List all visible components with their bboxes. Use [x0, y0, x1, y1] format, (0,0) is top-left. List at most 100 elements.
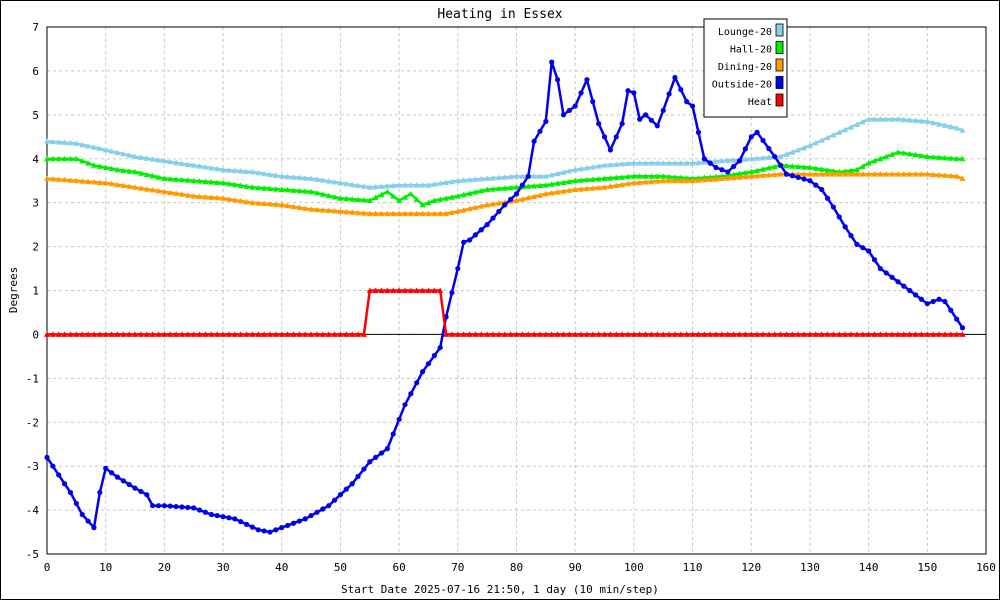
- series-point: [900, 116, 907, 123]
- series-point: [636, 179, 643, 185]
- series-point: [900, 331, 907, 337]
- series-point: [267, 331, 273, 337]
- series-point: [478, 203, 485, 209]
- series-point: [754, 129, 760, 135]
- series-point: [959, 325, 966, 331]
- series-point: [267, 201, 273, 207]
- series-point: [120, 331, 127, 337]
- series-point: [707, 331, 714, 337]
- series-point: [431, 210, 438, 217]
- series-point: [801, 164, 808, 170]
- chart-title: Heating in Essex: [437, 7, 562, 22]
- series-point: [772, 153, 778, 160]
- series-point: [343, 180, 350, 187]
- series-point: [953, 331, 960, 337]
- series-point: [173, 190, 180, 196]
- series-point: [812, 139, 819, 146]
- series-point: [232, 516, 238, 522]
- series-point: [771, 331, 778, 337]
- series-point: [97, 489, 103, 496]
- series-point: [895, 331, 901, 337]
- series-point: [384, 210, 391, 217]
- series-point: [466, 237, 473, 243]
- series-point: [367, 459, 373, 465]
- series-point: [595, 163, 602, 169]
- series-point: [167, 503, 173, 509]
- series-point: [718, 157, 725, 164]
- series-point: [537, 331, 543, 337]
- series-point: [278, 173, 285, 179]
- series-point: [61, 176, 68, 183]
- series-point: [701, 176, 708, 183]
- series-point: [836, 214, 842, 220]
- series-point: [771, 171, 778, 178]
- series-point: [255, 527, 261, 533]
- series-point: [126, 152, 133, 158]
- series-point: [513, 197, 520, 203]
- series-point: [91, 525, 97, 531]
- series-point: [877, 171, 884, 177]
- series-point: [525, 331, 532, 337]
- series-point: [267, 185, 273, 192]
- series-point: [683, 177, 690, 184]
- series-point: [220, 179, 227, 186]
- series-point: [237, 197, 244, 204]
- series-point: [132, 331, 138, 337]
- series-point: [425, 182, 432, 188]
- series-point: [308, 188, 315, 195]
- series-point: [460, 331, 467, 337]
- series-point: [161, 157, 168, 164]
- series-point: [689, 331, 696, 337]
- series-point: [531, 138, 537, 144]
- series-point: [818, 331, 825, 337]
- series-point: [912, 331, 919, 337]
- series-point: [619, 161, 626, 167]
- series-point: [296, 187, 303, 194]
- series-point: [184, 161, 191, 167]
- series-point: [672, 74, 678, 81]
- series-point: [396, 210, 403, 217]
- series-point: [560, 188, 567, 194]
- y-tick-label: -2: [26, 416, 39, 429]
- series-point: [918, 296, 925, 302]
- series-point: [806, 142, 813, 149]
- y-tick-label: 2: [32, 241, 39, 254]
- series-point: [783, 171, 790, 177]
- series-point: [795, 171, 802, 177]
- series-point: [196, 193, 203, 199]
- series-point: [525, 183, 532, 189]
- series-point: [619, 331, 626, 337]
- series-point: [654, 331, 661, 337]
- series-point: [249, 199, 256, 206]
- series-point: [237, 168, 244, 174]
- series-point: [760, 154, 766, 161]
- series-point: [542, 182, 549, 188]
- series-point: [255, 200, 262, 206]
- series-point: [290, 203, 297, 210]
- series-point: [214, 512, 220, 519]
- series-point: [55, 331, 62, 337]
- series-point: [179, 504, 185, 510]
- series-point: [402, 194, 408, 200]
- series-point: [819, 186, 825, 193]
- series-point: [437, 287, 444, 293]
- series-point: [472, 176, 479, 182]
- series-point: [595, 331, 602, 337]
- series-point: [419, 201, 426, 208]
- series-point: [143, 171, 150, 178]
- series-point: [854, 241, 860, 247]
- series-point: [648, 117, 655, 123]
- series-point: [278, 186, 285, 192]
- series-point: [806, 164, 813, 170]
- series-point: [343, 195, 350, 202]
- series-point: [583, 176, 590, 183]
- series-point: [924, 118, 931, 124]
- series-point: [208, 511, 214, 518]
- series-point: [959, 127, 966, 133]
- series-point: [607, 183, 614, 189]
- series-point: [495, 185, 502, 192]
- series-point: [501, 331, 508, 337]
- x-tick-label: 10: [99, 561, 112, 574]
- series-point: [472, 189, 479, 195]
- series-point: [73, 140, 80, 146]
